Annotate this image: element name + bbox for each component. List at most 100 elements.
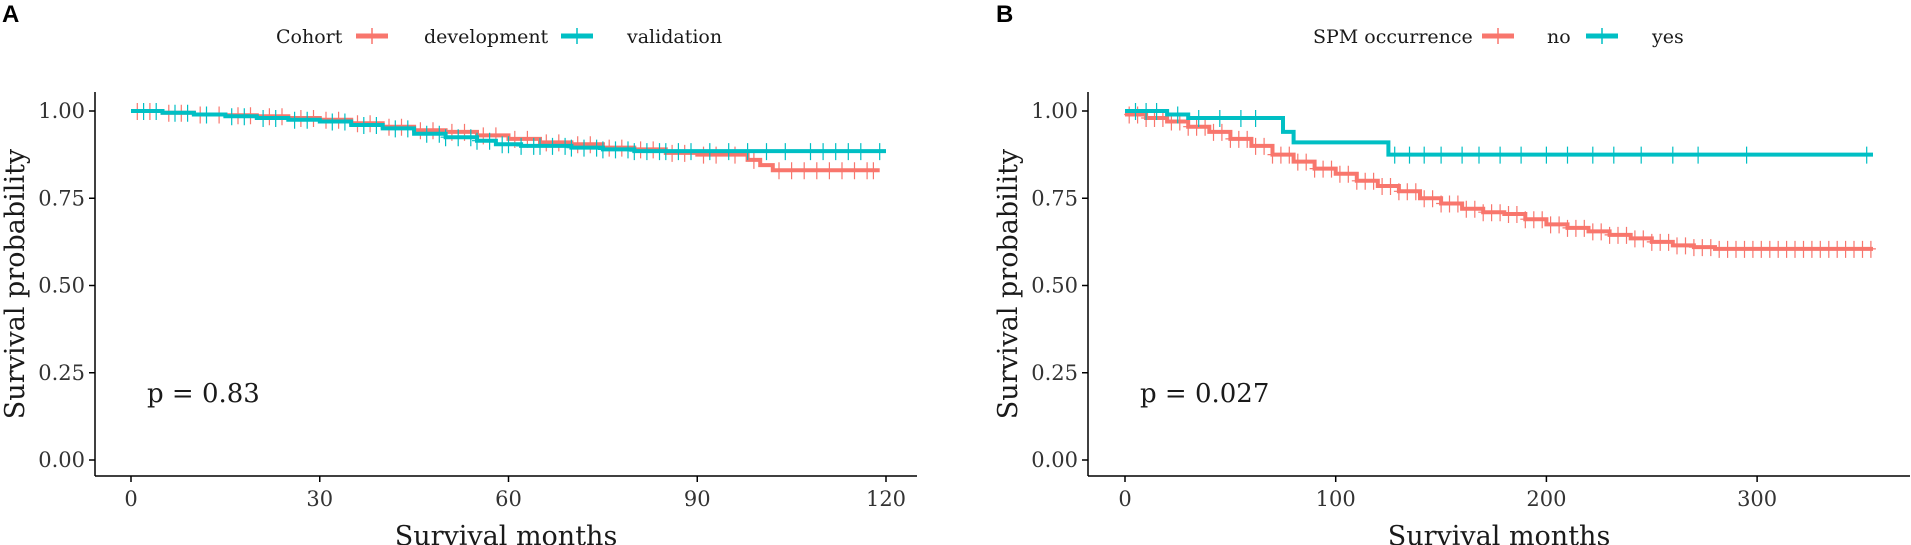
censor-mark-no [1773, 240, 1784, 258]
censor-mark-development [868, 162, 879, 180]
censor-mark-development [774, 162, 784, 180]
censor-mark-development [541, 134, 552, 152]
censor-mark-no [1402, 183, 1413, 201]
censor-mark-development [824, 162, 835, 180]
censor-mark-development [849, 162, 860, 180]
y-axis-title-a: Survival probability [0, 148, 31, 419]
censor-mark-validation [503, 136, 514, 154]
censor-mark-no [1781, 240, 1792, 258]
censor-mark-no [1267, 146, 1278, 164]
censor-mark-validation [761, 143, 772, 161]
censor-mark-yes [1587, 146, 1598, 164]
axes-b [1087, 92, 1910, 477]
censor-mark-no [1360, 172, 1371, 190]
censor-mark-no [1275, 146, 1286, 164]
x-tick-label: 100 [1316, 487, 1356, 511]
censor-mark-yes [1516, 146, 1527, 164]
legend-label-development: development [424, 26, 549, 48]
axes-a [94, 92, 917, 477]
censor-mark-no [1528, 211, 1539, 229]
survival-curves-b [1124, 103, 1876, 258]
censor-mark-no [1250, 137, 1261, 155]
censor-mark-no [1672, 237, 1682, 255]
survival-curve-development [131, 109, 880, 173]
censor-mark-no [1377, 178, 1388, 195]
censor-mark-development [553, 134, 564, 152]
censor-mark-yes [1495, 146, 1506, 164]
panel-b: B SPM occurrence no yes 0.00 0.25 0.50 0.75… [993, 1, 1910, 545]
censor-mark-validation [151, 103, 162, 120]
censor-mark-no [1604, 226, 1615, 244]
censor-mark-no [1849, 240, 1859, 258]
censor-mark-validation [641, 143, 652, 161]
censor-mark-no [1613, 226, 1623, 244]
y-tick-label: 0.75 [1031, 186, 1078, 210]
censor-mark-validation [597, 141, 608, 159]
censor-mark-validation [591, 139, 602, 157]
y-tick-label: 0.50 [38, 274, 85, 298]
censor-mark-no [1242, 130, 1253, 148]
censor-mark-no [1452, 195, 1463, 213]
censor-mark-no [1570, 219, 1581, 237]
censor-mark-yes [1541, 146, 1552, 164]
x-tick-label: 120 [866, 487, 906, 511]
censor-mark-no [1233, 130, 1244, 148]
censor-mark-validation [629, 143, 640, 161]
censor-mark-no [1410, 183, 1421, 201]
censor-mark-no [1301, 153, 1312, 171]
y-tick-label: 0.00 [1031, 448, 1078, 472]
censor-mark-no [1495, 204, 1506, 222]
censor-mark-validation [566, 139, 577, 157]
censor-mark-validation [742, 143, 753, 161]
censor-mark-validation [560, 137, 571, 155]
x-tick-label: 30 [306, 487, 333, 511]
x-tick-label: 60 [495, 487, 522, 511]
x-tick-label: 0 [124, 487, 137, 511]
censor-mark-no [1478, 204, 1489, 222]
censor-mark-validation [358, 117, 369, 134]
censor-mark-validation [874, 143, 885, 161]
panel-label-a: A [2, 1, 19, 28]
y-axis-title-b: Survival probability [993, 148, 1024, 419]
censor-mark-no [1191, 118, 1202, 136]
censor-mark-yes [1389, 146, 1400, 164]
y-tick-label: 0.50 [1031, 274, 1078, 298]
censor-mark-validation [830, 143, 841, 161]
censor-mark-validation [610, 141, 621, 159]
censor-mark-no [1554, 216, 1565, 234]
censor-mark-validation [547, 137, 558, 155]
survival-curve-yes [1125, 109, 1873, 157]
censor-mark-no [1503, 206, 1514, 223]
y-tick-label: 0.25 [38, 361, 85, 385]
censor-mark-no [1579, 219, 1590, 237]
censor-mark-yes [1172, 106, 1183, 124]
censor-mark-no [1436, 195, 1447, 213]
censor-mark-development [837, 162, 847, 180]
censor-mark-yes [1741, 146, 1752, 164]
censor-mark-no [1688, 239, 1699, 257]
legend-key-development [356, 28, 388, 44]
survival-curve-no [1125, 112, 1873, 251]
censor-mark-validation [170, 104, 180, 122]
censor-mark-validation [289, 111, 300, 129]
censor-mark-yes [1141, 103, 1152, 120]
censor-mark-no [1840, 240, 1851, 258]
censor-mark-validation [226, 108, 237, 126]
x-tick-label: 300 [1737, 487, 1777, 511]
y-tick-label: 1.00 [38, 99, 85, 123]
censor-mark-no [1309, 160, 1320, 178]
survival-curves-a [131, 103, 886, 180]
censor-mark-no [1756, 240, 1767, 258]
legend-label-no: no [1547, 26, 1571, 48]
censor-mark-no [1520, 211, 1531, 229]
censor-mark-yes [1436, 146, 1447, 164]
censor-mark-no [1284, 146, 1295, 164]
censor-mark-validation [339, 113, 350, 131]
censor-mark-no [1857, 240, 1868, 258]
y-tick-label: 0.00 [38, 448, 85, 472]
legend-title-a: Cohort [276, 26, 343, 48]
censor-mark-no [1427, 190, 1438, 208]
censor-mark-development [799, 162, 810, 180]
censor-mark-no [1200, 118, 1211, 136]
censor-mark-validation [390, 120, 401, 138]
